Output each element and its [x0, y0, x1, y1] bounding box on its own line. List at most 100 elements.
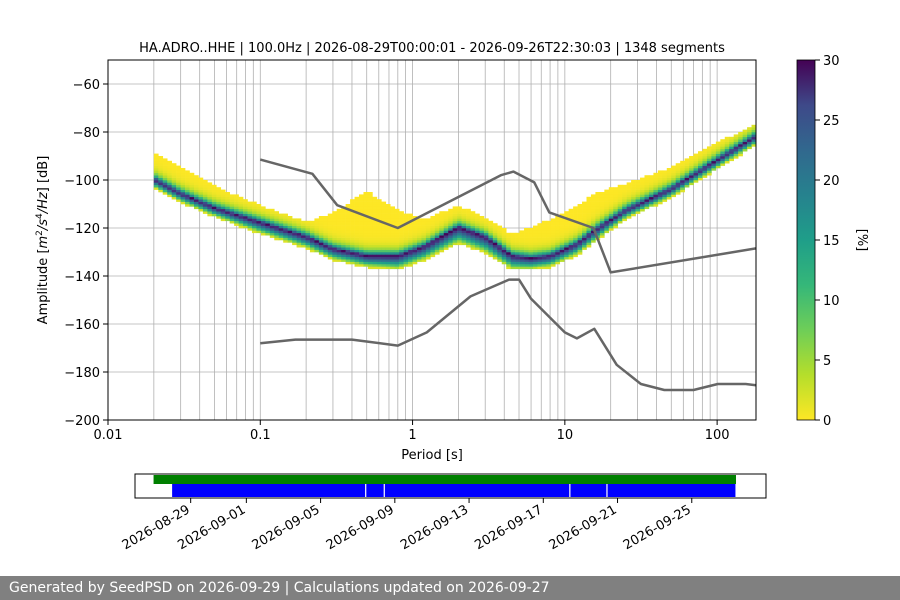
psd-heatmap-cell	[568, 216, 574, 219]
psd-heatmap-cell	[537, 254, 543, 258]
psd-heatmap-cell	[229, 220, 235, 224]
psd-heatmap-cell	[376, 256, 382, 260]
psd-heatmap-cell	[207, 208, 213, 212]
psd-heatmap-cell	[515, 235, 520, 238]
colorbar-label: [%]	[854, 229, 869, 252]
psd-heatmap-cell	[586, 230, 592, 234]
psd-heatmap-cell	[662, 199, 668, 202]
psd-heatmap-cell	[555, 247, 561, 250]
psd-heatmap-cell	[305, 230, 311, 234]
psd-heatmap-cell	[439, 220, 445, 224]
psd-heatmap-cell	[550, 261, 556, 265]
psd-heatmap-cell	[153, 168, 159, 171]
psd-heatmap-cell	[751, 132, 756, 135]
psd-heatmap-cell	[479, 249, 485, 253]
psd-heatmap-cell	[198, 206, 204, 210]
psd-heatmap-cell	[640, 192, 645, 195]
psd-heatmap-cell	[390, 216, 395, 219]
psd-heatmap-cell	[412, 223, 418, 226]
psd-heatmap-cell	[363, 264, 369, 267]
psd-heatmap-cell	[590, 204, 596, 207]
psd-heatmap-cell	[336, 252, 342, 255]
psd-heatmap-cell	[229, 216, 235, 219]
psd-heatmap-cell	[287, 237, 293, 241]
psd-heatmap-cell	[515, 254, 520, 258]
psd-heatmap-cell	[421, 240, 427, 243]
psd-heatmap-cell	[354, 213, 360, 217]
psd-heatmap-cell	[555, 230, 561, 234]
psd-heatmap-cell	[693, 180, 699, 183]
psd-heatmap-cell	[323, 228, 329, 231]
psd-heatmap-cell	[724, 153, 730, 157]
psd-heatmap-cell	[296, 230, 302, 234]
psd-heatmap-cell	[158, 160, 164, 164]
psd-heatmap-cell	[296, 220, 302, 224]
psd-heatmap-cell	[341, 218, 346, 222]
psd-heatmap-cell	[617, 201, 623, 205]
psd-heatmap-cell	[265, 230, 271, 234]
psd-heatmap-cell	[180, 189, 186, 193]
psd-heatmap-cell	[448, 208, 453, 212]
psd-heatmap-cell	[193, 204, 199, 207]
psd-heatmap-cell	[385, 266, 391, 270]
psd-heatmap-cell	[251, 228, 257, 231]
psd-heatmap-cell	[555, 225, 561, 229]
psd-heatmap-cell	[412, 220, 418, 224]
psd-heatmap-cell	[274, 218, 280, 222]
psd-heatmap-cell	[662, 192, 668, 195]
psd-heatmap-cell	[238, 216, 244, 219]
psd-heatmap-cell	[541, 266, 547, 270]
psd-heatmap-cell	[189, 204, 195, 207]
psd-heatmap-cell	[613, 199, 619, 202]
psd-heatmap-cell	[390, 264, 395, 267]
psd-heatmap-cell	[501, 247, 507, 250]
psd-heatmap-cell	[466, 235, 471, 238]
psd-heatmap-cell	[457, 211, 462, 214]
psd-heatmap-cell	[399, 259, 404, 262]
psd-heatmap-cell	[314, 249, 320, 253]
psd-heatmap-cell	[564, 223, 569, 226]
psd-heatmap-cell	[573, 206, 578, 210]
psd-heatmap-cell	[399, 254, 404, 258]
psd-heatmap-cell	[474, 223, 480, 226]
psd-heatmap-cell	[260, 216, 266, 219]
psd-heatmap-cell	[729, 158, 734, 162]
psd-heatmap-cell	[367, 194, 373, 198]
psd-heatmap-cell	[653, 172, 659, 176]
psd-heatmap-cell	[457, 225, 462, 229]
psd-heatmap-cell	[287, 225, 293, 229]
psd-heatmap-cell	[582, 225, 587, 229]
psd-heatmap-cell	[225, 213, 230, 217]
psd-heatmap-cell	[167, 189, 172, 193]
psd-heatmap-cell	[742, 148, 748, 152]
psd-heatmap-cell	[153, 170, 159, 174]
psd-heatmap-cell	[528, 259, 534, 262]
psd-heatmap-cell	[626, 213, 632, 217]
psd-heatmap-cell	[332, 249, 338, 253]
psd-heatmap-cell	[452, 237, 458, 241]
psd-heatmap-cell	[278, 225, 284, 229]
psd-heatmap-cell	[675, 172, 681, 176]
psd-heatmap-cell	[528, 240, 534, 243]
psd-heatmap-cell	[483, 249, 489, 253]
psd-heatmap-cell	[421, 237, 427, 241]
psd-heatmap-cell	[189, 180, 195, 183]
psd-heatmap-cell	[363, 208, 369, 212]
psd-heatmap-cell	[613, 225, 619, 229]
y-tick-label: −100	[64, 174, 100, 189]
psd-heatmap-cell	[153, 156, 159, 159]
psd-heatmap-cell	[376, 259, 382, 262]
psd-heatmap-cell	[193, 199, 199, 202]
psd-heatmap-cell	[158, 187, 164, 190]
psd-heatmap-cell	[541, 240, 547, 243]
psd-heatmap-cell	[568, 244, 574, 248]
psd-heatmap-cell	[354, 240, 360, 243]
psd-heatmap-cell	[367, 225, 373, 229]
psd-heatmap-cell	[488, 228, 494, 231]
psd-heatmap-cell	[515, 244, 520, 248]
psd-heatmap-cell	[425, 228, 431, 231]
psd-heatmap-cell	[220, 208, 226, 212]
psd-heatmap-cell	[604, 220, 610, 224]
psd-heatmap-cell	[167, 184, 172, 188]
psd-heatmap-cell	[604, 208, 610, 212]
